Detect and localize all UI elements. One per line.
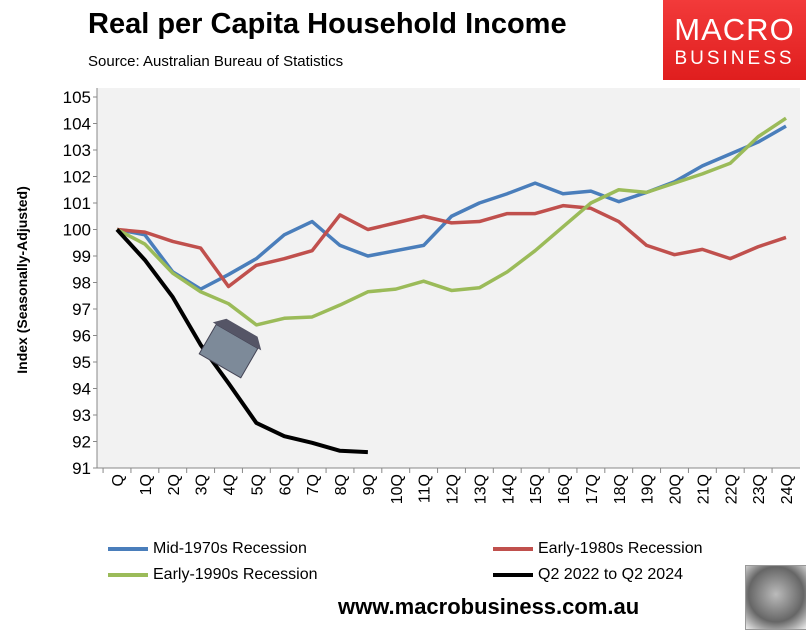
legend-item-1990s: Early-1990s Recession [108,566,318,584]
x-tick-label: 12Q [445,474,462,504]
y-tick-label: 104 [63,115,91,134]
x-tick-label: 19Q [640,474,657,504]
x-tick-label: 23Q [751,474,768,504]
legend-swatch [108,573,148,577]
y-tick-label: 103 [63,141,91,160]
y-tick-label: 95 [72,353,91,372]
y-tick-label: 101 [63,194,91,213]
legend-label: Early-1990s Recession [153,566,318,583]
x-tick-label: 5Q [249,474,266,495]
y-tick-label: 93 [72,406,91,425]
logo-line2: BUSINESS [674,48,795,69]
series-line-2 [116,116,787,327]
legend-swatch [108,547,148,551]
macrobusiness-logo: MACRO BUSINESS [663,0,806,80]
chart-plot: 91 92 93 94 95 96 97 98 99 100 101 102 103 104 105 Q 1Q 2… [63,88,800,504]
falling-house-image [198,318,262,379]
legend-label: Mid-1970s Recession [153,540,307,557]
x-tick-label: 21Q [695,474,712,504]
x-tick-label: 24Q [779,474,796,504]
y-tick-label: 94 [72,380,91,399]
legend-item-1970s: Mid-1970s Recession [108,540,307,558]
footer-url: www.macrobusiness.com.au [338,594,640,619]
x-tick-label: 13Q [472,474,489,504]
y-tick-label: 102 [63,168,91,187]
legend-item-2022: Q2 2022 to Q2 2024 [493,566,683,584]
y-tick-label: 91 [72,459,91,478]
x-tick-label: 9Q [361,474,378,495]
x-tick-label: 10Q [389,474,406,504]
x-tick-label: 3Q [194,474,211,495]
legend-swatch [493,547,533,551]
x-tick-label: 6Q [277,474,294,495]
x-tick-label: 20Q [668,474,685,504]
x-tick-label: 18Q [612,474,629,504]
legend-item-1980s: Early-1980s Recession [493,540,703,558]
x-tick-label: 11Q [417,474,434,503]
y-tick-label: 97 [72,300,91,319]
y-tick-label: 92 [72,433,91,452]
x-tick-label: 22Q [723,474,740,504]
chart-subtitle: Source: Australian Bureau of Statistics [88,53,344,70]
x-tick-label: 2Q [166,474,183,495]
x-tick-label: Q [110,474,127,486]
x-tick-label: 8Q [333,474,350,495]
legend-label: Q2 2022 to Q2 2024 [538,566,683,583]
y-tick-label: 96 [72,327,91,346]
legend-label: Early-1980s Recession [538,540,703,557]
y-tick-label: 100 [63,221,91,240]
x-tick-label: 7Q [305,474,322,495]
y-tick-label: 98 [72,274,91,293]
y-tick-label: 105 [63,88,91,107]
x-tick-label: 17Q [584,474,601,504]
x-tick-label: 15Q [528,474,545,504]
series-line-3 [115,228,368,455]
plot-area [97,88,800,468]
logo-line1: MACRO [674,12,795,47]
legend-swatch [493,573,533,577]
x-tick-label: 14Q [500,474,517,504]
x-tick-label: 4Q [222,474,239,495]
chart-title: Real per Capita Household Income [88,8,567,40]
x-tick-label: 1Q [138,474,155,495]
series-line-1 [116,203,787,289]
fox-logo-image [745,565,806,630]
x-tick-label: 16Q [556,474,573,504]
y-tick-label: 99 [72,247,91,266]
